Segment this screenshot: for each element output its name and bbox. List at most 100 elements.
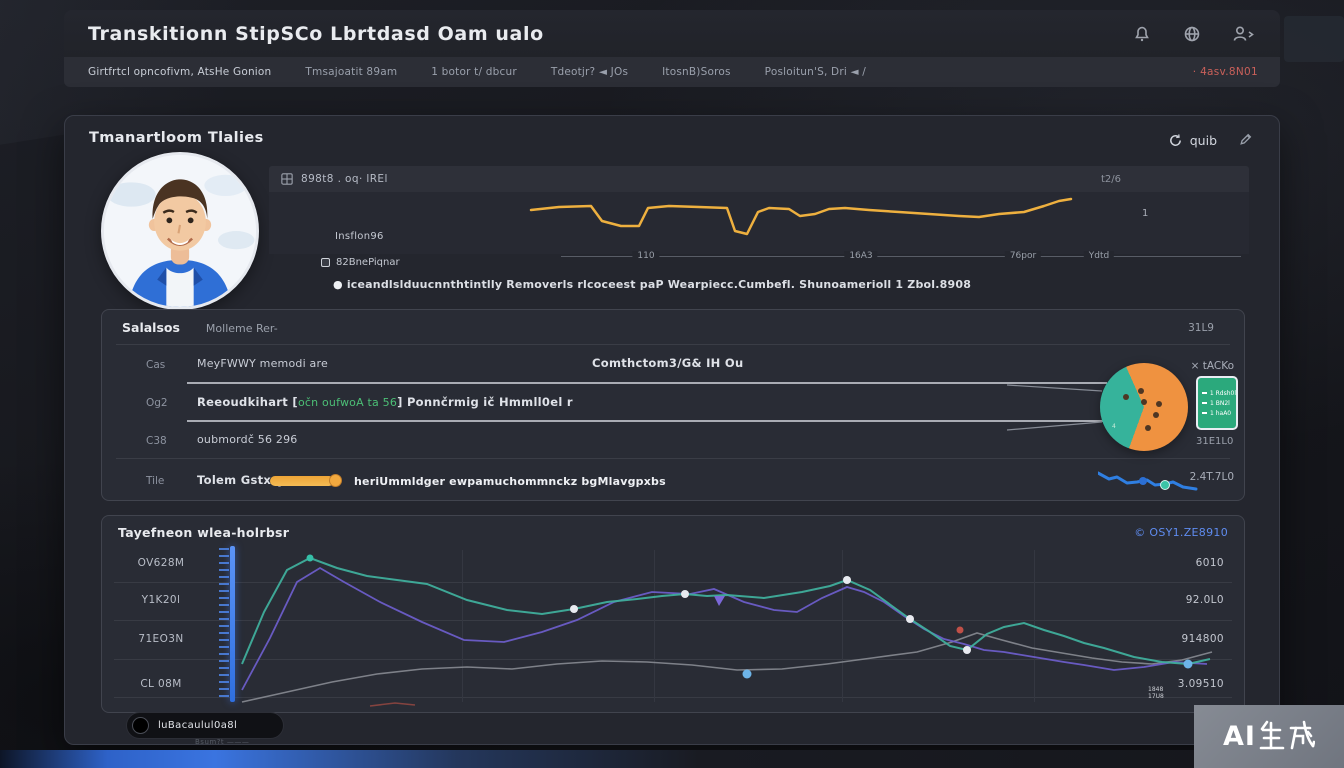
progress-pill-cap	[329, 474, 342, 487]
avatar	[101, 152, 259, 310]
watermark-cjk-cheng-glyph	[1288, 720, 1315, 754]
sparkline-chart	[1098, 468, 1198, 498]
row-text: Reeoudkihart [očn oufwoA ta 56] Ponnčrmi…	[197, 395, 573, 409]
overview-toolbar: 898t8 . oq· lREl t2/6	[269, 166, 1249, 192]
dashboard-panel: Tmanartloom Tlalies quib	[64, 115, 1280, 745]
trend-chart	[220, 548, 1246, 706]
row-text: oubmordč 56 296	[197, 433, 297, 446]
nav-item-5[interactable]: ItosnB)Soros	[662, 66, 731, 78]
stats-subtitle: Molleme Rer-	[206, 322, 278, 335]
globe-icon[interactable]	[1182, 24, 1202, 44]
row-label: Og2	[146, 397, 168, 409]
pie-chart: 4	[1100, 363, 1188, 451]
edit-icon[interactable]	[1239, 131, 1253, 150]
nav-item-4[interactable]: Tdeotjr? ◄ JOs	[551, 66, 628, 78]
divider-strong	[187, 420, 1107, 422]
notifications-icon[interactable]	[1132, 24, 1152, 44]
pie-point	[1123, 394, 1129, 400]
legend-item: 1 haA0	[1202, 410, 1236, 417]
legend-item: 1 Rdsh0l	[1202, 390, 1236, 397]
nav-item-1[interactable]: Girtfrtcl opncofivm, AtsHe Gonion	[88, 66, 271, 78]
row-value: × tACKo	[1191, 360, 1234, 372]
grid-icon[interactable]	[281, 170, 293, 189]
footer-user-pill[interactable]: luBacaulul0a8l	[126, 712, 284, 739]
stats-title: Salalsos	[122, 320, 180, 335]
legend-tick-icon	[1202, 412, 1207, 414]
header-icon-group	[1132, 10, 1252, 57]
nav-item-2[interactable]: Tmsajoatit 89am	[305, 66, 397, 78]
y-axis-label: Y1K20l	[102, 594, 220, 606]
pie-note: 4	[1112, 423, 1116, 430]
y-axis-label: OV628M	[102, 557, 220, 569]
axis-tick-2: 16A3	[844, 251, 877, 261]
pie-point	[1138, 388, 1144, 394]
panel-title: Tmanartloom Tlalies	[89, 130, 264, 146]
bottom-accent-bar	[0, 750, 1344, 768]
pie-point	[1153, 412, 1159, 418]
axis-tick-3: 76por	[1005, 251, 1041, 261]
main-nav: Girtfrtcl opncofivm, AtsHe Gonion Tmsajo…	[64, 57, 1280, 87]
nav-item-3[interactable]: 1 botor t/ dbcur	[431, 66, 517, 78]
row-text: MeyFWWY memodi are	[197, 357, 328, 370]
overview-description: ● iceandlslduucnnthtintlly Removerls rlco…	[333, 278, 971, 291]
legend-item: 1 BN2l	[1202, 400, 1236, 407]
copyright-icon: ©	[1134, 526, 1145, 539]
overview-axis-line	[561, 256, 1241, 257]
y-axis-label: 71EO3N	[102, 633, 220, 645]
legend-tick-icon	[1202, 392, 1207, 394]
row-label: Tile	[146, 475, 164, 487]
trend-title: Tayefneon wlea-holrbsr	[118, 525, 289, 540]
row-label: Cas	[146, 359, 165, 371]
pie-point	[1145, 425, 1151, 431]
nav-item-6[interactable]: Posloitun'S, Dri ◄ /	[765, 66, 866, 78]
app-header: Transkitionn StipSCo Lbrtdasd Oam ualo	[64, 10, 1280, 57]
trend-link[interactable]: © OSY1.ZE8910	[1134, 526, 1228, 539]
footer-pill-label: luBacaulul0a8l	[158, 720, 237, 731]
axis-tick-1: 110	[632, 251, 659, 261]
footer-fine-print: Bsum?t ———	[195, 738, 249, 746]
divider-strong	[187, 382, 1107, 384]
trend-card: Tayefneon wlea-holrbsr © OSY1.ZE8910 OV6…	[101, 515, 1245, 713]
trend-footnote: 1848 17U8	[1148, 686, 1164, 700]
overview-toolbar-label: 898t8 . oq· lREl	[301, 173, 388, 185]
row-label: C38	[146, 435, 167, 447]
page-background: Transkitionn StipSCo Lbrtdasd Oam ualo G…	[0, 0, 1344, 768]
watermark-latin: AI	[1223, 721, 1256, 752]
overview-description-text: iceandlslduucnnthtintlly Removerls rlcoc…	[347, 278, 971, 291]
overview-series-label-2-text: 82BnePiqnar	[336, 257, 400, 268]
account-icon[interactable]	[1232, 24, 1252, 44]
legend-tick-icon	[1202, 402, 1207, 404]
pie-point	[1141, 399, 1147, 405]
y-axis-label: CL 08M	[102, 678, 220, 690]
panel-actions: quib	[1168, 131, 1253, 150]
watermark-cjk-sheng-glyph	[1259, 720, 1285, 754]
legend-footer-value: 31E1L0	[1196, 436, 1233, 447]
pie-point	[1156, 401, 1162, 407]
row-badge-text: heriUmmldger ewpamuchommnckz bgMlavgpxbs	[354, 475, 666, 488]
bullet-icon: ●	[333, 278, 343, 291]
app-title: Transkitionn StipSCo Lbrtdasd Oam ualo	[88, 23, 544, 45]
legend-chip-icon	[321, 258, 330, 267]
status-dot-icon	[132, 717, 149, 734]
progress-pill	[270, 476, 334, 486]
overview-marker: 1	[1142, 208, 1148, 219]
overview-toolbar-value: t2/6	[1101, 174, 1121, 185]
divider	[116, 344, 1230, 345]
stats-header: Salalsos Molleme Rer-	[122, 320, 278, 335]
nav-alert-badge[interactable]: · 4asv.8N01	[1193, 66, 1258, 78]
background-block	[1284, 16, 1344, 62]
axis-tick-4: Ydtd	[1084, 251, 1114, 261]
refresh-label: quib	[1190, 133, 1217, 148]
divider	[116, 458, 1230, 459]
trend-link-text: OSY1.ZE8910	[1149, 526, 1228, 539]
overview-chart	[269, 192, 1249, 254]
refresh-button[interactable]: quib	[1168, 133, 1217, 148]
overview-series-label-2: 82BnePiqnar	[321, 257, 400, 268]
pie-callout-lines	[1007, 370, 1102, 440]
row-text-strong: Comthctom3/G& IH Ou	[592, 356, 743, 370]
ai-watermark: AI	[1194, 705, 1344, 768]
pie-legend: 1 Rdsh0l 1 BN2l 1 haA0	[1196, 376, 1238, 430]
overview-series-label-1: Insflon96	[335, 231, 384, 242]
row-text-green: očn oufwoA ta 56	[298, 396, 397, 409]
stats-card: Salalsos Molleme Rer- 31L9 Cas MeyFWWY m…	[101, 309, 1245, 501]
